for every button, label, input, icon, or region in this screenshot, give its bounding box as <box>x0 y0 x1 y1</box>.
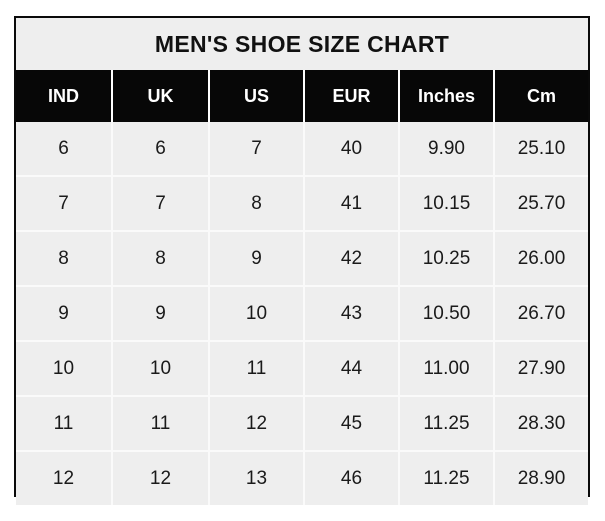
cell-cm: 26.00 <box>494 230 588 286</box>
cell-us: 10 <box>209 285 305 341</box>
cell-eur: 46 <box>304 450 400 505</box>
cell-ind: 8 <box>16 230 113 286</box>
table-row: 11 11 12 45 11.25 28.30 <box>16 395 588 451</box>
cell-inches: 11.00 <box>399 340 495 396</box>
cell-us: 9 <box>209 230 305 286</box>
cell-inches: 10.15 <box>399 175 495 231</box>
cell-cm: 25.70 <box>494 175 588 231</box>
cell-inches: 11.25 <box>399 450 495 505</box>
cell-inches: 10.25 <box>399 230 495 286</box>
column-header-eur: EUR <box>304 70 400 122</box>
table-row: 7 7 8 41 10.15 25.70 <box>16 175 588 231</box>
cell-us: 11 <box>209 340 305 396</box>
column-header-inches: Inches <box>399 70 495 122</box>
cell-eur: 44 <box>304 340 400 396</box>
cell-uk: 10 <box>112 340 210 396</box>
cell-ind: 11 <box>16 395 113 451</box>
cell-cm: 26.70 <box>494 285 588 341</box>
cell-uk: 12 <box>112 450 210 505</box>
cell-eur: 43 <box>304 285 400 341</box>
cell-uk: 8 <box>112 230 210 286</box>
column-header-us: US <box>209 70 305 122</box>
cell-ind: 12 <box>16 450 113 505</box>
column-header-cm: Cm <box>494 70 588 122</box>
table-row: 12 12 13 46 11.25 28.90 <box>16 450 588 505</box>
column-header-ind: IND <box>16 70 113 122</box>
cell-inches: 9.90 <box>399 122 495 176</box>
column-header-uk: UK <box>112 70 210 122</box>
cell-uk: 9 <box>112 285 210 341</box>
table-body: 6 6 7 40 9.90 25.10 7 7 8 41 10.15 25.70… <box>16 122 588 505</box>
cell-ind: 7 <box>16 175 113 231</box>
page-title: MEN'S SHOE SIZE CHART <box>16 18 588 70</box>
cell-ind: 10 <box>16 340 113 396</box>
cell-inches: 11.25 <box>399 395 495 451</box>
shoe-size-table: IND UK US EUR Inches Cm 6 6 7 40 9.90 25… <box>16 70 588 505</box>
cell-eur: 45 <box>304 395 400 451</box>
size-chart-container: MEN'S SHOE SIZE CHART IND UK US EUR Inch… <box>14 16 590 505</box>
cell-cm: 28.30 <box>494 395 588 451</box>
cell-eur: 42 <box>304 230 400 286</box>
table-row: 8 8 9 42 10.25 26.00 <box>16 230 588 286</box>
cell-us: 12 <box>209 395 305 451</box>
cell-us: 8 <box>209 175 305 231</box>
cell-us: 13 <box>209 450 305 505</box>
cell-inches: 10.50 <box>399 285 495 341</box>
cell-uk: 11 <box>112 395 210 451</box>
table-header: IND UK US EUR Inches Cm <box>16 70 588 122</box>
cell-ind: 9 <box>16 285 113 341</box>
table-row: 10 10 11 44 11.00 27.90 <box>16 340 588 396</box>
cell-uk: 6 <box>112 122 210 176</box>
cell-eur: 41 <box>304 175 400 231</box>
table-header-row: IND UK US EUR Inches Cm <box>16 70 588 122</box>
cell-cm: 28.90 <box>494 450 588 505</box>
table-row: 9 9 10 43 10.50 26.70 <box>16 285 588 341</box>
cell-us: 7 <box>209 122 305 176</box>
cell-cm: 25.10 <box>494 122 588 176</box>
table-row: 6 6 7 40 9.90 25.10 <box>16 122 588 176</box>
cell-uk: 7 <box>112 175 210 231</box>
cell-eur: 40 <box>304 122 400 176</box>
cell-ind: 6 <box>16 122 113 176</box>
cell-cm: 27.90 <box>494 340 588 396</box>
